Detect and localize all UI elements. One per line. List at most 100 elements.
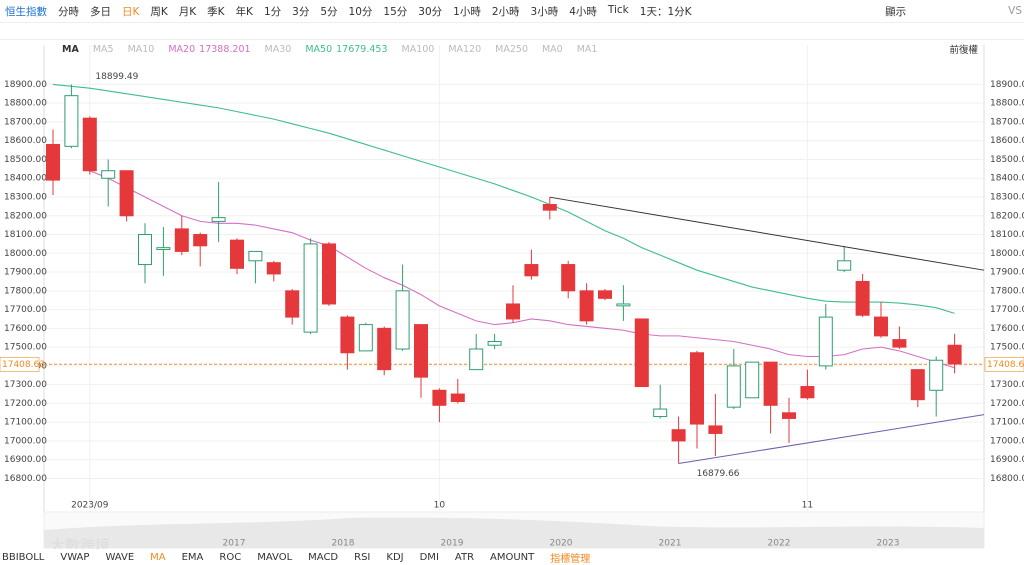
candle-body bbox=[929, 359, 944, 391]
indicator-tab[interactable]: MA bbox=[150, 551, 166, 563]
candle-body bbox=[432, 389, 447, 406]
candle-body bbox=[230, 239, 244, 269]
indicator-tab[interactable]: BBIBOLL bbox=[2, 551, 45, 563]
candle-body bbox=[450, 393, 465, 403]
indicator-tab[interactable]: MACD bbox=[308, 551, 339, 563]
interval-tab[interactable]: 周K bbox=[150, 5, 168, 18]
y-tick-label: 16900.00 bbox=[990, 455, 1024, 465]
y-tick-label: 17400.00 bbox=[990, 361, 1024, 371]
candle-body bbox=[358, 324, 373, 352]
y-tick-label: 18000.00 bbox=[4, 249, 47, 259]
interval-tab[interactable]: 30分 bbox=[418, 5, 443, 18]
y-tick-label: 17700.00 bbox=[4, 305, 47, 315]
interval-tab[interactable]: 季K bbox=[207, 5, 225, 18]
y-tick-label: 17600.00 bbox=[4, 324, 47, 334]
indicator-tab[interactable]: VWAP bbox=[60, 551, 90, 563]
y-tick-label: 17300.00 bbox=[4, 380, 47, 390]
ma-item[interactable]: MA120 bbox=[448, 43, 482, 55]
indicator-tab[interactable]: AMOUNT bbox=[490, 551, 535, 563]
candle-body bbox=[156, 247, 171, 251]
ma-name: MA50 bbox=[305, 43, 333, 55]
display-button[interactable]: 顯示 bbox=[885, 5, 907, 18]
candle-body bbox=[763, 361, 778, 406]
candle-body bbox=[174, 228, 189, 252]
indicator-tab[interactable]: RSI bbox=[354, 551, 371, 563]
y-tick-label: 17100.00 bbox=[4, 418, 47, 428]
inactive-ma: MA30 bbox=[265, 44, 292, 55]
navigator-year: 2023 bbox=[877, 539, 900, 549]
watermark: 大數跨境 bbox=[50, 537, 110, 550]
indicator-tab[interactable]: ATR bbox=[454, 551, 475, 563]
ma-item[interactable]: MA100 bbox=[401, 43, 435, 55]
trendline bbox=[678, 414, 985, 465]
y-tick-label: 17800.00 bbox=[990, 286, 1024, 296]
candle-body bbox=[101, 170, 116, 179]
indicator-tab[interactable]: MAVOL bbox=[257, 551, 293, 563]
indicator-tab[interactable]: ROC bbox=[219, 551, 242, 563]
interval-tab[interactable]: 1分 bbox=[263, 5, 282, 18]
interval-tab[interactable]: Tick bbox=[607, 3, 629, 16]
last-price-label: 17408.63 bbox=[2, 360, 45, 370]
interval-tab[interactable]: 年K bbox=[235, 5, 253, 18]
interval-tab[interactable]: 日K bbox=[122, 5, 140, 18]
y-tick-label: 18900.00 bbox=[990, 80, 1024, 90]
y-tick-label: 17200.00 bbox=[990, 399, 1024, 409]
last-price-label: 17408.63 bbox=[987, 360, 1024, 370]
interval-tab[interactable]: 月K bbox=[178, 5, 197, 18]
interval-tab[interactable]: 5分 bbox=[320, 5, 338, 18]
candle-body bbox=[671, 429, 686, 442]
y-tick-label: 18100.00 bbox=[990, 230, 1024, 240]
interval-tab[interactable]: 2小時 bbox=[491, 5, 520, 18]
bottom-tabs: BBIBOLL VWAP WAVE MA EMA ROC MAVOL MACD RSI KDJ DM… bbox=[0, 549, 1024, 565]
ma-name: MA20 bbox=[168, 43, 196, 55]
candle-body bbox=[874, 316, 888, 337]
candle-body bbox=[542, 204, 557, 211]
indicator-tab[interactable]: DMI bbox=[419, 551, 439, 563]
y-tick-label: 17300.00 bbox=[990, 380, 1024, 390]
ma-readout[interactable]: MA20 17388.201 bbox=[168, 44, 250, 55]
ma-item[interactable]: MA1 bbox=[576, 43, 598, 55]
indicator-tab[interactable]: EMA bbox=[181, 551, 204, 563]
y-tick-label: 17500.00 bbox=[4, 343, 47, 353]
ma-line bbox=[89, 170, 955, 369]
interval-tab[interactable]: 1小時 bbox=[453, 5, 481, 18]
interval-tab[interactable]: 4小時 bbox=[569, 5, 597, 18]
ma-item[interactable]: MA250 bbox=[495, 43, 528, 55]
interval-tab[interactable]: 10分 bbox=[348, 5, 373, 18]
indicator-tab[interactable]: WAVE bbox=[105, 551, 135, 563]
y-tick-label: 18000.00 bbox=[990, 249, 1024, 259]
interval-tab[interactable]: 1天：1分K bbox=[639, 5, 692, 18]
y-tick-label: 17400.00 bbox=[4, 361, 47, 371]
adjust[interactable]: 前復權 bbox=[949, 45, 978, 56]
x-tick-label: 11 bbox=[802, 501, 813, 511]
y-tick-label: 18700.00 bbox=[990, 117, 1024, 127]
cut-label: VS bbox=[1008, 5, 1022, 17]
last-price-box bbox=[0, 356, 40, 372]
y-tick-label: 16800.00 bbox=[4, 474, 47, 484]
drawing-tools bbox=[0, 22, 1024, 40]
ma-item[interactable]: MA5 bbox=[92, 43, 114, 55]
ma-item[interactable]: MA0 bbox=[541, 43, 563, 55]
navigator-year: 2019 bbox=[441, 539, 464, 549]
last-price-box bbox=[984, 356, 1024, 372]
x-tick-label: 2023/09 bbox=[71, 501, 109, 511]
indicator-tab[interactable]: KDJ bbox=[386, 551, 404, 563]
ma-item[interactable]: MA30 bbox=[264, 43, 292, 55]
interval-tab[interactable]: 3分 bbox=[292, 5, 310, 18]
interval-tab[interactable]: 分時 bbox=[58, 5, 79, 18]
y-tick-label: 18600.00 bbox=[4, 136, 47, 146]
manage-tab[interactable]: 指標管理 bbox=[550, 553, 591, 565]
candle-body bbox=[64, 95, 79, 147]
interval-tab[interactable]: 3小時 bbox=[530, 5, 559, 18]
y-tick-label: 18100.00 bbox=[4, 230, 47, 240]
ma-label[interactable]: MA bbox=[62, 43, 79, 55]
indicator-bar: MA MA5 MA10 MA20 17388.201 MA30 MA50 17679.… bbox=[0, 40, 1024, 58]
ma-readout[interactable]: MA50 17679.453 bbox=[305, 44, 387, 55]
ma-item[interactable]: MA10 bbox=[127, 43, 155, 55]
y-tick-label: 18500.00 bbox=[990, 155, 1024, 165]
toolbar: 恒生指數 分時 多日 日K 周K 月K 季K 年K 1分 3分 5分 10分 15分 30分 1小時 2小時… bbox=[0, 0, 1024, 22]
interval-tab[interactable]: 15分 bbox=[383, 5, 408, 18]
symbol[interactable]: 恒生指數 bbox=[5, 5, 47, 18]
y-tick-label: 18200.00 bbox=[4, 211, 47, 221]
interval-tab[interactable]: 多日 bbox=[90, 5, 111, 18]
